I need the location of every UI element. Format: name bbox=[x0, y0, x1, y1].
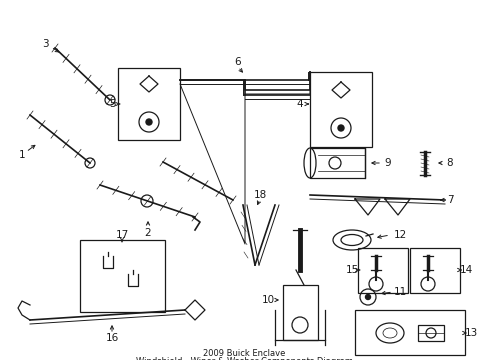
Bar bbox=[118, 68, 180, 140]
Bar bbox=[354, 310, 464, 355]
Text: 18: 18 bbox=[253, 190, 266, 200]
Text: 3: 3 bbox=[41, 39, 48, 49]
Text: 2: 2 bbox=[144, 228, 151, 238]
Circle shape bbox=[146, 119, 152, 125]
Text: 7: 7 bbox=[446, 195, 452, 205]
Text: 2009 Buick Enclave: 2009 Buick Enclave bbox=[203, 350, 285, 359]
Text: 11: 11 bbox=[392, 287, 406, 297]
Text: 4: 4 bbox=[296, 99, 303, 109]
Text: 10: 10 bbox=[261, 295, 274, 305]
Text: 5: 5 bbox=[108, 99, 115, 109]
Text: 8: 8 bbox=[446, 158, 452, 168]
Bar bbox=[309, 72, 371, 147]
Circle shape bbox=[365, 294, 370, 300]
Bar bbox=[80, 240, 164, 312]
Bar bbox=[283, 285, 317, 340]
Text: 6: 6 bbox=[234, 57, 241, 67]
Text: 9: 9 bbox=[384, 158, 390, 168]
Bar bbox=[417, 325, 443, 341]
Bar bbox=[409, 248, 459, 293]
Text: 16: 16 bbox=[105, 333, 119, 343]
Circle shape bbox=[337, 125, 343, 131]
Text: 1: 1 bbox=[19, 150, 25, 160]
Bar bbox=[357, 248, 407, 293]
Text: 17: 17 bbox=[115, 230, 128, 240]
Text: 12: 12 bbox=[392, 230, 406, 240]
Text: Windshield - Wiper & Washer Components Diagram: Windshield - Wiper & Washer Components D… bbox=[135, 356, 352, 360]
Bar bbox=[309, 148, 364, 178]
Text: 14: 14 bbox=[458, 265, 472, 275]
Text: 13: 13 bbox=[464, 328, 477, 338]
Text: 15: 15 bbox=[345, 265, 358, 275]
